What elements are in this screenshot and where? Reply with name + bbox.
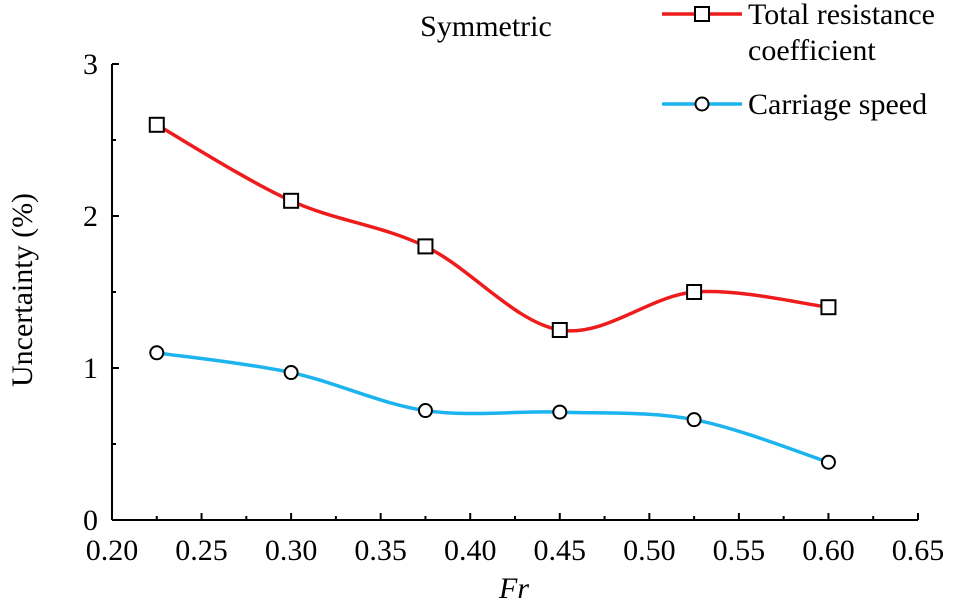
- x-tick-label: 0.40: [444, 534, 497, 567]
- x-tick-label: 0.20: [86, 534, 139, 567]
- x-tick-label: 0.60: [802, 534, 855, 567]
- data-point-carriage-speed: [552, 404, 568, 420]
- data-point-total-resistance-coefficient: [551, 322, 568, 338]
- chart-title: Symmetric: [420, 10, 552, 43]
- legend-item-carriage-speed: Carriage speed: [662, 88, 927, 121]
- x-axis-title: Fr: [498, 572, 529, 605]
- legend-marker-total-resistance-coefficient: [694, 6, 710, 22]
- y-axis-title: Uncertainty (%): [6, 193, 39, 387]
- x-tick-label: 0.55: [713, 534, 766, 567]
- data-point-total-resistance-coefficient: [820, 299, 837, 316]
- legend-label-total-resistance-coefficient: coefficient: [748, 34, 876, 67]
- legend-label-total-resistance-coefficient: Total resistance: [748, 0, 935, 31]
- x-tick-label: 0.45: [534, 534, 587, 567]
- data-point-total-resistance-coefficient: [283, 192, 300, 209]
- data-point-total-resistance-coefficient: [417, 238, 434, 255]
- axes: 0.20 0.25 0.30 0.35 0.40 0.45 0.50 0.55 0.60 0.65…: [83, 48, 944, 567]
- legend-marker-carriage-speed: [694, 96, 710, 112]
- x-tick-label: 0.50: [623, 534, 676, 567]
- series-total-resistance-coefficient: [148, 116, 837, 338]
- data-point-carriage-speed: [417, 403, 433, 419]
- data-point-total-resistance-coefficient: [686, 284, 703, 300]
- y-tick-label: 1: [83, 352, 98, 385]
- x-tick-label: 0.65: [892, 534, 945, 567]
- x-tick-label: 0.30: [265, 534, 318, 567]
- legend-label-carriage-speed: Carriage speed: [748, 88, 927, 121]
- data-point-carriage-speed: [686, 412, 702, 428]
- data-point-total-resistance-coefficient: [148, 116, 165, 133]
- series-carriage-speed: [149, 345, 836, 470]
- data-point-carriage-speed: [820, 454, 836, 470]
- series-line-carriage-speed: [156, 351, 829, 464]
- series-line-total-resistance-coefficient: [155, 123, 829, 333]
- y-tick-label: 0: [83, 504, 98, 537]
- x-tick-label: 0.35: [354, 534, 407, 567]
- y-tick-label: 2: [83, 200, 98, 233]
- series-layer: [148, 116, 837, 470]
- data-point-carriage-speed: [283, 365, 299, 381]
- data-point-carriage-speed: [149, 345, 165, 361]
- x-tick-label: 0.25: [175, 534, 228, 567]
- y-tick-label: 3: [83, 48, 98, 81]
